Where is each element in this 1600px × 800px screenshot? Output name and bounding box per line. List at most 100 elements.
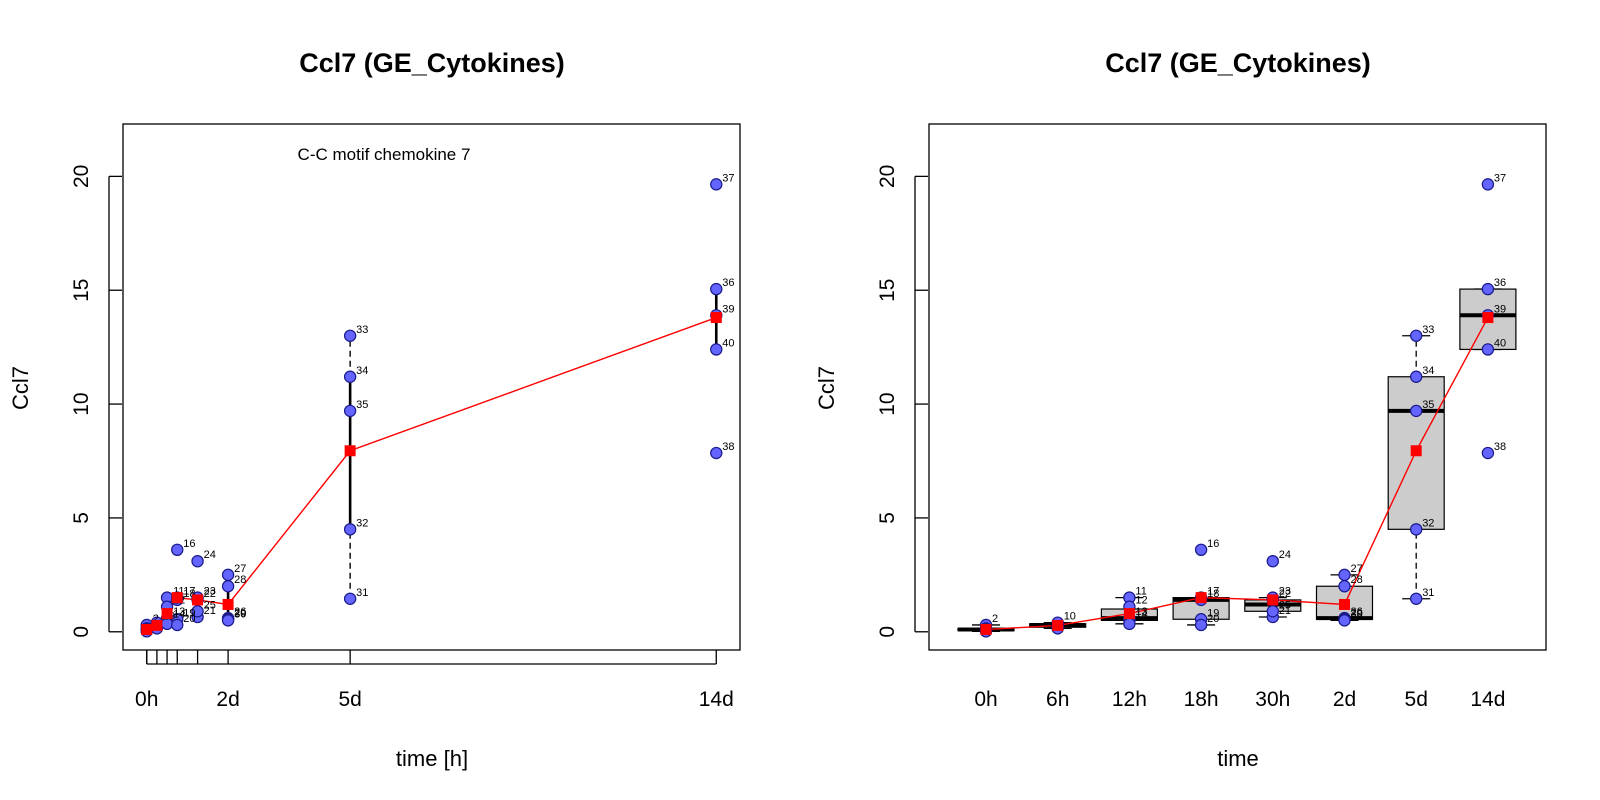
right-point-label: 36: [1494, 277, 1506, 289]
right-mean-marker: [1410, 445, 1422, 457]
left-data-point: [343, 370, 357, 383]
right-point-label: 11: [1135, 586, 1146, 598]
left-point-label: 22: [204, 588, 216, 600]
right-point-label: 25: [1279, 599, 1291, 611]
left-point-label: 31: [356, 587, 368, 599]
right-data-point: [1481, 343, 1495, 356]
right-point-label: 28: [1351, 574, 1363, 586]
left-point-label: 14: [173, 608, 185, 620]
left-mean-marker: [171, 592, 183, 604]
right-point-label: 2: [992, 613, 998, 625]
right-data-point: [1338, 614, 1351, 627]
right-mean-marker: [1482, 312, 1494, 324]
right-y-tick-label: 15: [876, 279, 899, 302]
left-data-point: [710, 446, 723, 460]
right-x-tick-label: 14d: [1470, 688, 1505, 711]
left-data-point: [710, 282, 723, 296]
right-point-label: 37: [1494, 172, 1506, 184]
right-data-point: [1338, 568, 1351, 582]
right-mean-marker: [1123, 608, 1135, 620]
right-x-tick-label: 30h: [1255, 688, 1290, 711]
left-x-tick-label: 2d: [216, 688, 239, 711]
left-mean-marker: [710, 312, 722, 324]
right-y-tick-label: 20: [876, 165, 899, 188]
right-point-label: 27: [1351, 563, 1363, 575]
left-x-tick-label: 5d: [338, 688, 361, 711]
left-point-label: 36: [722, 277, 734, 289]
left-point-label: 19: [183, 607, 195, 619]
left-data-point: [343, 523, 357, 536]
left-x-tick-label: 0h: [135, 688, 158, 711]
right-data-point: [1409, 592, 1423, 605]
right-data-point: [1338, 580, 1351, 593]
left-data-point: [191, 605, 204, 618]
right-x-axis-label: time: [1217, 746, 1259, 771]
left-data-point: [171, 543, 184, 557]
left-point-label: 35: [356, 399, 368, 411]
left-plot-frame: [122, 123, 741, 651]
right-mean-marker: [1052, 619, 1064, 631]
right-data-point: [1409, 523, 1423, 536]
left-data-point: [710, 343, 723, 356]
left-x-tick-label: 14d: [699, 688, 734, 711]
right-data-point: [1409, 370, 1423, 383]
left-plot-marks: 0h2d5d14d0510152021011121314161718192021…: [70, 165, 735, 711]
left-data-point: [221, 580, 235, 593]
right-mean-line: [985, 317, 1489, 631]
left-mean-marker: [192, 594, 204, 606]
right-point-label: 18: [1207, 588, 1219, 600]
left-y-tick-label: 15: [70, 279, 93, 302]
right-y-axis-label: Ccl7: [814, 366, 839, 410]
right-point-label: 16: [1207, 538, 1219, 550]
right-point-label: 20: [1207, 613, 1219, 625]
right-x-tick-label: 0h: [974, 688, 997, 711]
right-data-point: [1409, 404, 1423, 418]
right-point-label: 30: [1351, 608, 1363, 620]
left-data-point: [343, 329, 357, 342]
left-x-axis-label: time [h]: [396, 746, 468, 771]
right-x-tick-label: 2d: [1333, 688, 1356, 711]
left-y-tick-label: 20: [70, 165, 93, 188]
left-point-label: 37: [722, 172, 734, 184]
left-chart: Ccl7 (GE_Cytokines) time [h] Ccl7 C-C mo…: [8, 48, 741, 771]
left-y-axis-label: Ccl7: [8, 366, 33, 410]
left-annotation: C-C motif chemokine 7: [298, 145, 471, 164]
right-point-label: 40: [1494, 337, 1506, 349]
left-point-label: 29: [234, 607, 246, 619]
right-mean-marker: [980, 624, 992, 636]
right-data-point: [1481, 446, 1495, 460]
left-data-point: [343, 404, 357, 418]
right-point-label: 13: [1135, 606, 1147, 618]
left-y-tick-label: 0: [70, 626, 93, 638]
left-point-label: 24: [204, 549, 216, 561]
left-mean-marker: [344, 445, 356, 457]
left-point-label: 21: [204, 605, 216, 617]
right-y-tick-label: 5: [876, 512, 899, 524]
left-data-point: [343, 592, 357, 605]
right-data-point: [1481, 178, 1495, 191]
right-point-label: 22: [1279, 588, 1291, 600]
right-point-label: 12: [1135, 595, 1147, 607]
left-point-label: 28: [234, 574, 246, 586]
right-x-tick-label: 18h: [1184, 688, 1219, 711]
right-x-tick-label: 6h: [1046, 688, 1069, 711]
right-x-tick-label: 12h: [1112, 688, 1147, 711]
right-data-point: [1266, 605, 1280, 618]
left-point-label: 27: [234, 563, 246, 575]
right-point-label: 10: [1064, 611, 1076, 623]
left-point-label: 34: [356, 365, 368, 377]
left-point-label: 25: [204, 599, 216, 611]
left-point-label: 38: [722, 441, 734, 453]
right-point-label: 29: [1351, 607, 1363, 619]
left-point-label: 39: [722, 303, 734, 315]
left-point-label: 11: [173, 586, 184, 598]
left-point-label: 40: [722, 337, 734, 349]
right-point-label: 31: [1422, 587, 1434, 599]
right-data-point: [1266, 554, 1280, 568]
left-point-label: 20: [183, 613, 195, 625]
right-data-point: [1194, 543, 1208, 557]
right-data-point: [1194, 618, 1208, 632]
left-point-label: 13: [173, 606, 185, 618]
